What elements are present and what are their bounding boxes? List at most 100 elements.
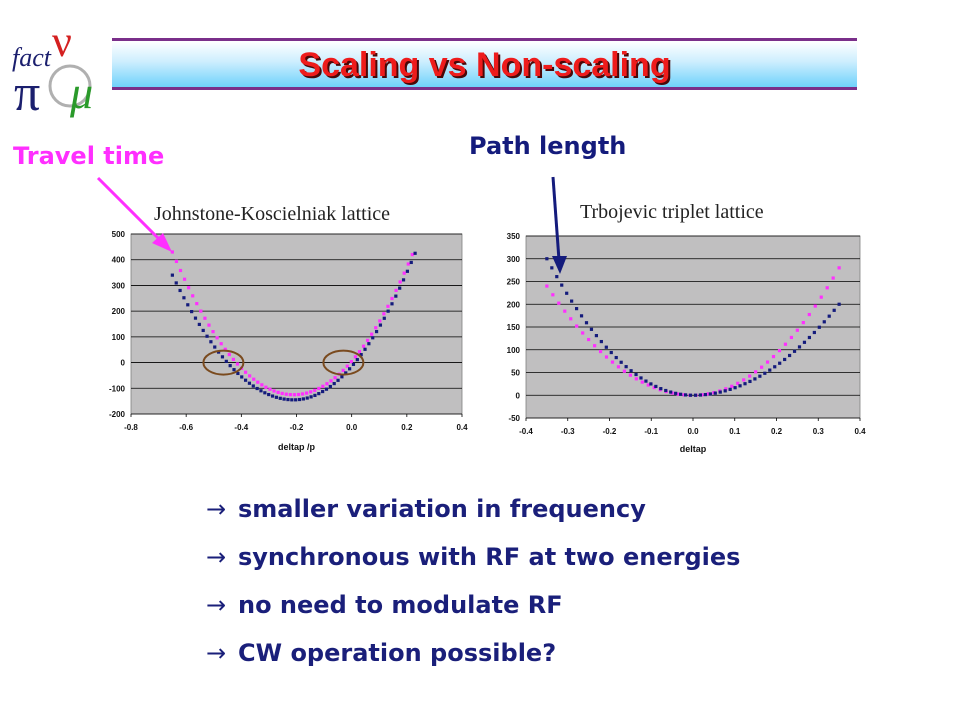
annotation-circle — [202, 349, 245, 376]
data-point — [263, 391, 267, 395]
data-point — [203, 316, 207, 320]
data-point — [386, 304, 390, 308]
data-point — [753, 377, 757, 381]
data-point — [812, 330, 816, 335]
x-tick-label: -0.8 — [124, 423, 138, 432]
data-point — [674, 391, 678, 395]
x-tick-label: -0.4 — [234, 423, 248, 432]
data-point — [394, 288, 398, 292]
data-point — [309, 395, 313, 399]
x-tick-label: 0.2 — [401, 423, 413, 432]
bullet-arrow-icon: → — [206, 639, 227, 667]
title-bar — [112, 38, 857, 90]
data-point — [639, 376, 643, 380]
data-point — [382, 312, 386, 316]
path-length-label: Path length — [469, 132, 627, 160]
data-point — [220, 355, 225, 359]
data-point — [305, 396, 309, 400]
data-point — [240, 375, 244, 379]
data-point — [787, 353, 792, 358]
data-point — [640, 380, 644, 384]
data-point — [619, 360, 623, 364]
data-point — [282, 397, 286, 401]
data-point — [284, 392, 288, 396]
data-point — [706, 392, 710, 396]
data-point — [215, 336, 219, 340]
x-tick-label: -0.6 — [179, 423, 193, 432]
page-title: Scaling vs Non-scaling — [298, 46, 671, 84]
data-point — [309, 390, 313, 394]
data-point — [592, 344, 597, 348]
data-point — [224, 359, 228, 363]
data-point — [174, 259, 179, 264]
travel-time-label: Travel time — [13, 142, 165, 170]
nufact-logo: fact ν π μ — [12, 18, 93, 118]
data-point — [550, 266, 554, 270]
series-0 — [170, 250, 414, 397]
data-point — [832, 308, 836, 312]
data-point — [557, 301, 561, 305]
data-point — [300, 392, 305, 396]
bullet-text: no need to modulate RF — [238, 591, 563, 619]
data-point — [575, 324, 579, 328]
data-point — [401, 278, 406, 282]
bullet-item: → CW operation possible? — [206, 634, 740, 682]
y-tick-label: 200 — [507, 300, 521, 309]
data-point — [317, 392, 321, 396]
data-point — [604, 355, 609, 359]
data-point — [730, 384, 734, 388]
data-point — [211, 330, 215, 334]
chart-title: Trbojevic triplet lattice — [580, 201, 764, 223]
data-point — [604, 345, 608, 349]
x-tick-label: 0.1 — [729, 427, 741, 436]
data-point — [565, 291, 569, 295]
data-point — [209, 340, 213, 344]
data-point — [227, 352, 231, 357]
series-1 — [170, 251, 417, 402]
data-point — [251, 384, 255, 388]
chart-trbojevic-triplet: Trbojevic triplet lattice 350 300 250 200 150… — [507, 201, 866, 454]
data-point — [624, 365, 628, 369]
data-point — [405, 269, 410, 273]
data-point — [386, 309, 390, 313]
series-1 — [545, 257, 841, 397]
data-point — [252, 377, 256, 381]
data-point — [813, 304, 817, 308]
data-point — [390, 302, 394, 306]
data-point — [256, 380, 260, 384]
data-point — [738, 384, 742, 388]
data-point — [783, 357, 787, 362]
data-point — [763, 371, 767, 375]
data-point — [587, 337, 591, 342]
x-axis-label: deltap — [680, 444, 707, 454]
data-point — [363, 347, 367, 351]
data-point — [264, 385, 268, 389]
data-point — [348, 367, 352, 371]
data-point — [584, 321, 589, 325]
bullet-text: synchronous with RF at two energies — [238, 543, 741, 571]
data-point — [837, 266, 841, 270]
logo-nu-icon: ν — [52, 18, 72, 66]
data-point — [406, 262, 410, 266]
data-point — [693, 393, 698, 397]
data-point — [748, 374, 752, 378]
data-point — [594, 334, 599, 338]
data-point — [398, 280, 402, 284]
data-point — [288, 393, 292, 397]
data-point — [610, 360, 615, 364]
x-tick-label: -0.3 — [561, 427, 575, 436]
data-point — [170, 273, 174, 277]
data-point — [822, 320, 826, 324]
data-point — [629, 369, 633, 373]
data-point — [724, 387, 728, 391]
data-point — [367, 342, 371, 346]
data-point — [570, 299, 574, 303]
y-tick-label: 400 — [112, 256, 126, 265]
data-point — [260, 383, 264, 387]
data-point — [628, 373, 632, 377]
data-point — [296, 392, 301, 397]
data-point — [195, 302, 199, 306]
annotation-circle — [322, 349, 365, 376]
data-point — [351, 362, 356, 366]
data-point — [313, 388, 317, 392]
